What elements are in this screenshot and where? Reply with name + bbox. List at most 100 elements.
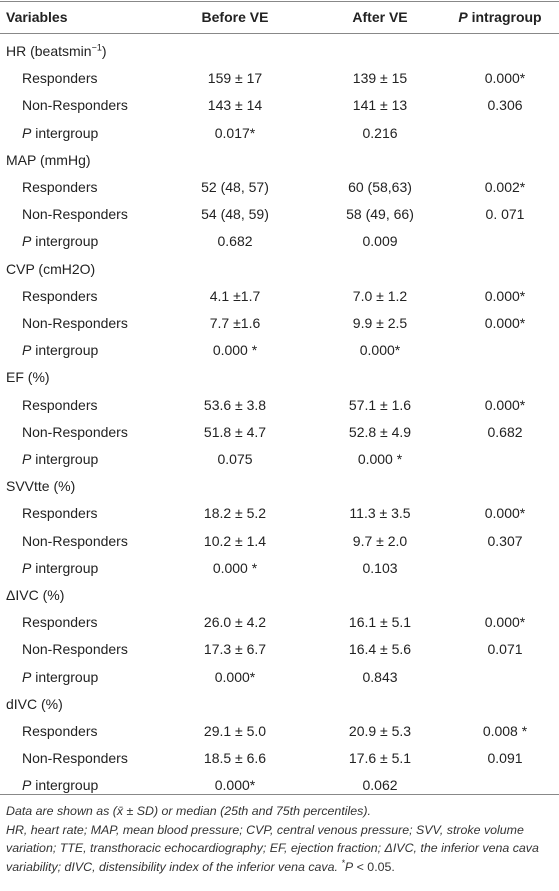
row-text: Non-Responders [22, 641, 128, 658]
cell: 0.075 [217, 451, 253, 467]
row-text: Responders [22, 70, 98, 87]
italic-p: P [22, 342, 32, 359]
row-label: P intergroup [22, 559, 98, 577]
cell: 0.103 [362, 559, 398, 576]
group-label: MAP (mmHg) [6, 151, 91, 169]
row-label: Non-Responders [22, 423, 128, 441]
italic-p: P [22, 451, 32, 467]
row-text: Responders [22, 505, 98, 522]
cell: 54 (48, 59) [201, 206, 269, 223]
footnote-text: HR, heart rate; MAP, mean blood pressure… [6, 822, 539, 874]
header-cell: P intragroup [458, 8, 541, 26]
cell: 51.8 ± 4.7 [203, 423, 267, 440]
row-text: intergroup [31, 668, 99, 685]
header-cell: Before VE [201, 9, 269, 25]
group-label: EF (%) [6, 368, 50, 386]
row-text: Non-Responders [22, 206, 128, 223]
cell: 60 (58,63) [348, 179, 412, 195]
row-label: Non-Responders [22, 96, 128, 114]
cell: 29.1 ± 5.0 [203, 723, 267, 739]
cell: 7.7 ±1.6 [209, 315, 261, 331]
cell: 0.017* [214, 124, 256, 141]
cell: 0.000 * [357, 451, 403, 467]
cell: 53.6 ± 3.8 [203, 396, 267, 413]
cell: 0.009 [362, 233, 398, 250]
cell: 9.7 ± 2.0 [352, 532, 408, 549]
group-text: ) [101, 43, 107, 59]
cell: 0.000* [214, 777, 256, 794]
group-label: CVP (cmH2O) [6, 260, 95, 278]
cell: 0.000* [484, 287, 526, 304]
row-text: Non-Responders [22, 97, 128, 114]
header-text: intragroup [467, 9, 542, 25]
row-text: Non-Responders [22, 315, 128, 331]
cell: 0.000* [214, 668, 256, 685]
cell: 0.216 [362, 124, 398, 141]
row-label: Non-Responders [22, 314, 128, 332]
group-sup: −1 [91, 42, 102, 53]
footnote-line: HR, heart rate; MAP, mean blood pressure… [6, 821, 554, 877]
cell: 0.000 * [212, 559, 258, 576]
row-label: Non-Responders [22, 640, 128, 658]
cell: 16.4 ± 5.6 [348, 641, 412, 658]
cell: 0. 071 [485, 206, 525, 223]
cell: 0.307 [487, 532, 523, 549]
cell: 0.000* [359, 342, 401, 359]
footnote-text: < 0.05. [353, 859, 395, 874]
cell: 52.8 ± 4.9 [348, 423, 412, 440]
cell: 9.9 ± 2.5 [352, 315, 408, 331]
footnote-star: * [341, 857, 345, 868]
cell: 18.5 ± 6.6 [203, 750, 267, 767]
cell: 58 (49, 66) [346, 206, 414, 223]
header-rule [0, 33, 559, 34]
group-text: EF (%) [6, 369, 50, 386]
row-text: Responders [22, 614, 98, 631]
cell: 159 ± 17 [207, 70, 263, 87]
row-text: Responders [22, 179, 98, 195]
row-text: intergroup [31, 451, 99, 467]
cell: 0.091 [487, 750, 523, 767]
group-text: SVVtte (%) [6, 478, 76, 495]
group-text: CVP (cmH2O) [6, 260, 96, 277]
cell: 0.000* [484, 614, 526, 631]
row-text: Responders [22, 287, 98, 304]
cell: 17.6 ± 5.1 [348, 750, 412, 767]
cell: 0.002* [484, 179, 526, 195]
italic-p: P [458, 9, 468, 25]
footnote: Data are shown as (x̄ ± SD) or median (2… [6, 802, 554, 876]
row-label: Responders [22, 504, 98, 522]
cell: 11.3 ± 3.5 [349, 505, 411, 522]
cell: 17.3 ± 6.7 [203, 641, 267, 658]
cell: 0.062 [362, 777, 398, 794]
top-rule [0, 1, 559, 2]
row-label: Non-Responders [22, 205, 128, 223]
cell: 4.1 ±1.7 [209, 287, 261, 304]
row-label: Responders [22, 613, 98, 631]
group-text: dIVC (%) [6, 695, 63, 712]
italic-p: P [22, 233, 32, 250]
bottom-rule [0, 794, 559, 795]
cell: 0.682 [487, 423, 523, 440]
row-label: P intergroup [22, 341, 98, 359]
footnote-p: P [344, 859, 354, 874]
cell: 26.0 ± 4.2 [203, 614, 267, 631]
row-label: Responders [22, 722, 98, 740]
cell: 7.0 ± 1.2 [352, 287, 408, 304]
row-label: Responders [22, 178, 98, 196]
cell: 0.000* [484, 505, 526, 522]
cell: 0.000* [484, 315, 526, 331]
row-text: Non-Responders [22, 750, 128, 767]
cell: 0.000 * [212, 342, 258, 359]
cell: 141 ± 13 [352, 97, 408, 114]
italic-p: P [22, 777, 32, 794]
cell: 16.1 ± 5.1 [348, 614, 412, 631]
row-text: intergroup [31, 777, 99, 794]
row-label: Non-Responders [22, 749, 128, 767]
row-text: intergroup [31, 342, 99, 359]
group-label: SVVtte (%) [6, 477, 75, 495]
row-text: intergroup [31, 233, 99, 250]
row-text: Non-Responders [22, 532, 128, 549]
row-text: intergroup [31, 124, 99, 141]
row-label: Responders [22, 396, 98, 414]
